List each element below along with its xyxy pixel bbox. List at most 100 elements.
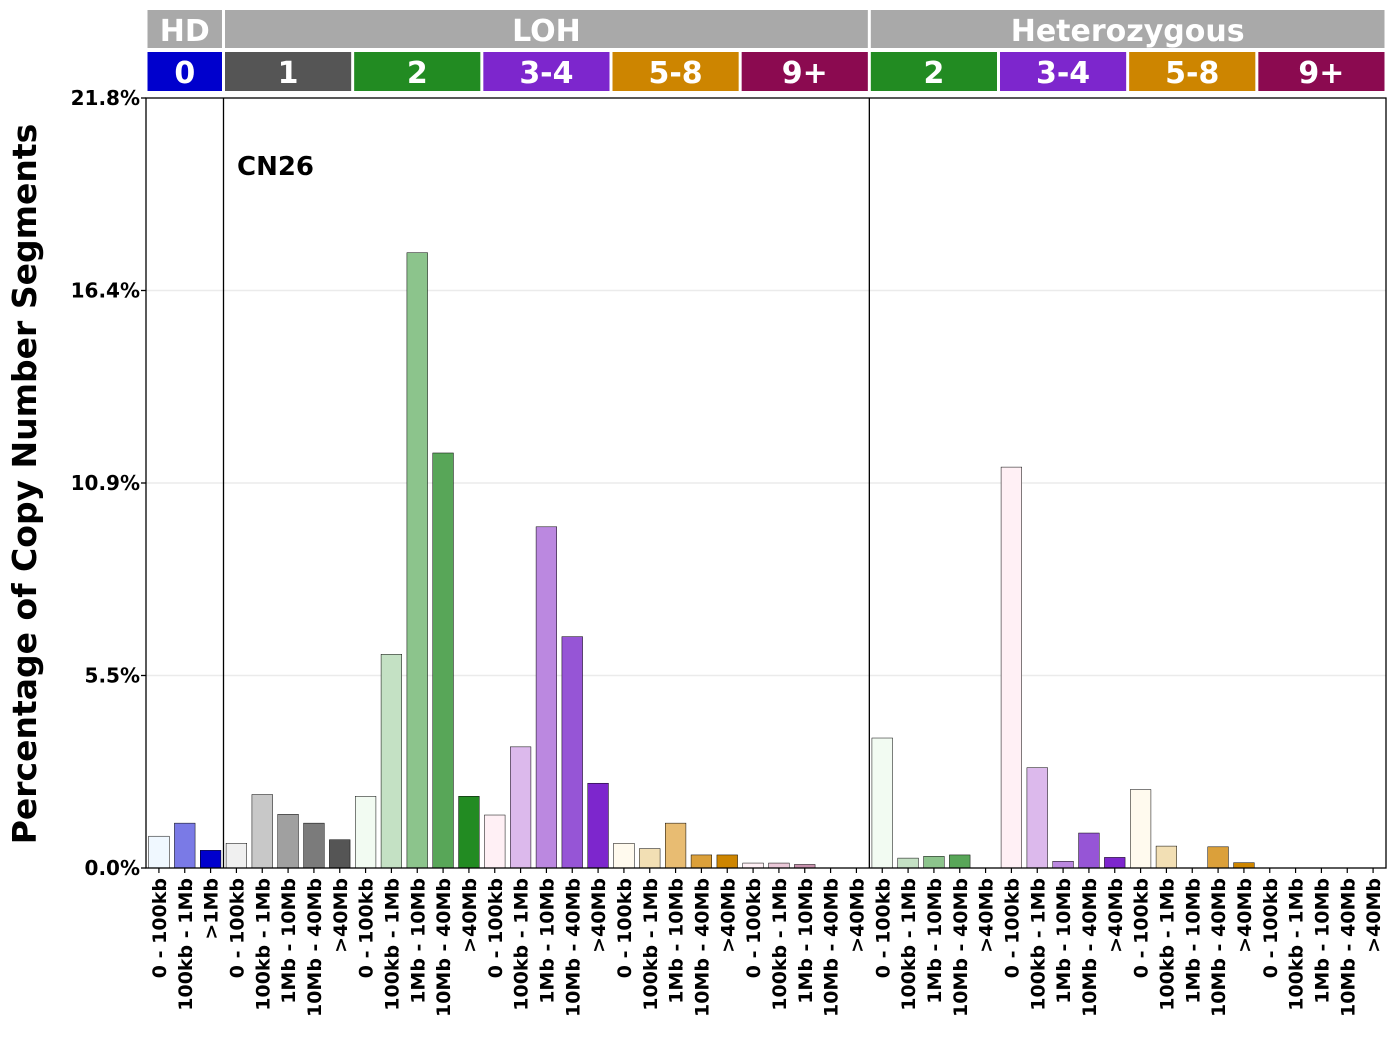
x-tick-label: 100kb - 1Mb bbox=[898, 878, 920, 1011]
sub-group-strip bbox=[1129, 52, 1256, 91]
y-axis-ticks: 0.0% 5.5% 10.9% 16.4% 21.8% bbox=[71, 86, 146, 880]
sub-group-strip bbox=[1258, 52, 1385, 91]
sub-group-label: 9+ bbox=[782, 56, 828, 91]
x-tick-label: 10Mb - 40Mb bbox=[950, 878, 972, 1017]
x-tick-label: 10Mb - 40Mb bbox=[433, 878, 455, 1017]
x-tick-label: 100kb - 1Mb bbox=[175, 878, 197, 1011]
bar bbox=[406, 252, 428, 869]
bar bbox=[639, 848, 661, 869]
bar bbox=[329, 839, 351, 869]
bar bbox=[510, 746, 532, 869]
x-tick-label: 100kb - 1Mb bbox=[769, 878, 791, 1011]
top-group-strip bbox=[225, 10, 868, 48]
sub-group-strip bbox=[225, 52, 352, 91]
bar bbox=[871, 737, 893, 869]
x-tick-label: 0 - 100kb bbox=[226, 878, 248, 978]
x-tick-label: 0 - 100kb bbox=[149, 878, 171, 978]
bar bbox=[1026, 767, 1048, 869]
x-tick-label: 0 - 100kb bbox=[1131, 878, 1153, 978]
x-axis-ticks: 0 - 100kb 100kb - 1Mb >1Mb 0 - 100kb 100kb -… bbox=[149, 868, 1385, 1017]
sub-group-label: 5-8 bbox=[1165, 56, 1219, 91]
y-tick-label: 0.0% bbox=[85, 856, 140, 880]
x-tick-label: 0 - 100kb bbox=[872, 878, 894, 978]
sub-group-strip bbox=[612, 52, 739, 91]
sub-group-label: 2 bbox=[923, 56, 944, 91]
bar bbox=[1052, 861, 1074, 869]
x-tick-label: 0 - 100kb bbox=[614, 878, 636, 978]
sub-group-strip bbox=[1000, 52, 1127, 91]
bar bbox=[742, 862, 764, 869]
top-group-strip bbox=[147, 10, 222, 48]
bar bbox=[355, 796, 377, 869]
top-group-strip bbox=[870, 10, 1385, 48]
x-tick-label: 1Mb - 10Mb bbox=[795, 878, 817, 1004]
y-tick-label: 21.8% bbox=[71, 86, 140, 110]
bar bbox=[1104, 857, 1126, 869]
chart-annotation: CN26 bbox=[237, 152, 314, 182]
x-tick-label: 0 - 100kb bbox=[1001, 878, 1023, 978]
x-tick-label: 1Mb - 10Mb bbox=[278, 878, 300, 1004]
y-tick-label: 16.4% bbox=[71, 279, 140, 303]
gridlines bbox=[146, 289, 1386, 677]
bar bbox=[587, 782, 609, 869]
x-tick-label: >40Mb bbox=[1105, 878, 1127, 953]
x-tick-label: >40Mb bbox=[330, 878, 352, 953]
x-tick-label: >1Mb bbox=[201, 878, 223, 940]
bar bbox=[949, 854, 971, 869]
x-tick-label: 0 - 100kb bbox=[1260, 878, 1282, 978]
x-tick-label: 1Mb - 10Mb bbox=[666, 878, 688, 1004]
bar bbox=[1207, 846, 1229, 869]
bar bbox=[1155, 845, 1178, 869]
bar bbox=[768, 862, 790, 869]
bars bbox=[148, 252, 1255, 869]
x-tick-label: 1Mb - 10Mb bbox=[1053, 878, 1075, 1004]
sub-group-strip bbox=[354, 52, 481, 91]
x-tick-label: 1Mb - 10Mb bbox=[1182, 878, 1204, 1004]
bar bbox=[200, 850, 222, 869]
bar bbox=[432, 452, 454, 869]
x-tick-label: >40Mb bbox=[1363, 878, 1385, 953]
x-tick-label: >40Mb bbox=[976, 878, 998, 953]
bar bbox=[174, 822, 196, 869]
x-tick-label: 100kb - 1Mb bbox=[640, 878, 662, 1011]
sub-group-label: 3-4 bbox=[1036, 56, 1090, 91]
bar bbox=[1000, 466, 1022, 869]
x-tick-label: 100kb - 1Mb bbox=[511, 878, 533, 1011]
x-tick-label: 10Mb - 40Mb bbox=[821, 878, 843, 1017]
bar bbox=[148, 835, 170, 869]
x-tick-label: >40Mb bbox=[846, 878, 868, 953]
y-tick-label: 10.9% bbox=[71, 471, 140, 495]
x-tick-label: 100kb - 1Mb bbox=[1286, 878, 1308, 1011]
sub-group-strip bbox=[147, 52, 222, 91]
x-tick-label: 10Mb - 40Mb bbox=[1079, 878, 1101, 1017]
bar bbox=[380, 654, 403, 869]
sub-group-label: 5-8 bbox=[648, 56, 702, 91]
bar bbox=[251, 794, 273, 869]
sub-group-strip bbox=[741, 52, 868, 91]
y-tick-label: 5.5% bbox=[85, 664, 140, 688]
x-tick-label: 1Mb - 10Mb bbox=[924, 878, 946, 1004]
x-tick-label: 10Mb - 40Mb bbox=[691, 878, 713, 1017]
top-group-label: LOH bbox=[512, 14, 581, 49]
sub-group-label: 3-4 bbox=[519, 56, 573, 91]
x-tick-label: 1Mb - 10Mb bbox=[407, 878, 429, 1004]
sub-group-label: 0 bbox=[174, 56, 195, 91]
x-tick-label: 0 - 100kb bbox=[743, 878, 765, 978]
bar bbox=[716, 854, 738, 869]
top-group-label: Heterozygous bbox=[1011, 14, 1245, 49]
sub-group-strip bbox=[870, 52, 997, 91]
x-tick-label: >40Mb bbox=[459, 878, 481, 953]
x-tick-label: >40Mb bbox=[1234, 878, 1256, 953]
bar bbox=[225, 843, 247, 869]
sub-group-label: 2 bbox=[407, 56, 428, 91]
x-tick-label: >40Mb bbox=[588, 878, 610, 953]
x-tick-label: 100kb - 1Mb bbox=[1027, 878, 1049, 1011]
bar bbox=[535, 526, 557, 869]
bar bbox=[1078, 832, 1100, 869]
bar bbox=[1233, 862, 1255, 869]
bar bbox=[561, 636, 583, 869]
x-tick-label: 10Mb - 40Mb bbox=[304, 878, 326, 1017]
bar bbox=[897, 857, 919, 869]
top-group-label: HD bbox=[160, 14, 210, 49]
